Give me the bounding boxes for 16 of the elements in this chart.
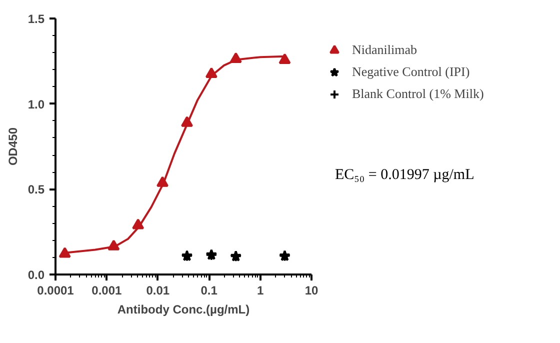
y-tick-label: 0.5 <box>28 182 45 197</box>
x-axis-title: Antibody Conc.(µg/mL) <box>117 302 250 316</box>
x-tick-label: 0.0001 <box>37 284 74 298</box>
y-tick-label: 1.5 <box>28 12 45 26</box>
x-tick-label: 0.001 <box>92 284 122 298</box>
y-axis-title: OD450 <box>6 127 20 166</box>
legend-label: Blank Control (1% Milk) <box>352 86 484 102</box>
x-tick-label: 10 <box>304 284 318 298</box>
text: EC₅₀ = 0.01997 µg/mL <box>335 166 474 185</box>
x-tick-label: 1 <box>256 284 264 298</box>
x-tick-label: 0.1 <box>200 284 218 298</box>
legend-label: Negative Control (IPI) <box>352 64 470 80</box>
y-tick-label: 1.0 <box>28 97 45 112</box>
legend-label: Nidanilimab <box>352 42 417 58</box>
x-tick-label: 0.01 <box>146 284 170 298</box>
y-tick-label: 0.0 <box>28 268 45 282</box>
